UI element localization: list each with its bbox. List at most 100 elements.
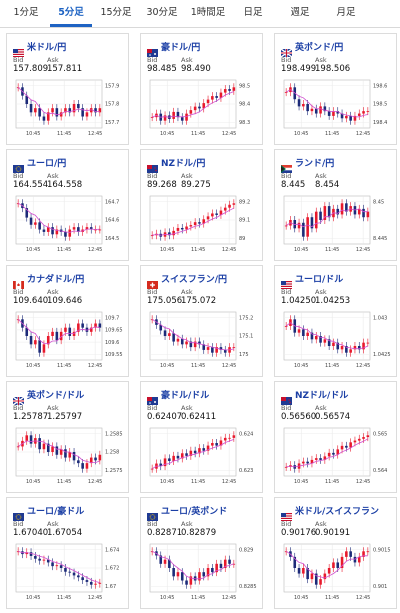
currency-pair-link[interactable]: NZドル/ドル bbox=[295, 390, 349, 401]
plot-frame bbox=[283, 311, 371, 361]
candle-body bbox=[193, 222, 197, 226]
candle-body bbox=[59, 565, 63, 568]
currency-pair-link[interactable]: ユーロ/円 bbox=[27, 158, 67, 169]
rate-card[interactable]: 豪ドル/円 Bid Ask 98.485 98.490 10:45 11:45 12:45 98… bbox=[140, 33, 263, 145]
y-tick-label: 0.623 bbox=[239, 468, 253, 474]
candle-body bbox=[180, 227, 184, 230]
rate-card[interactable]: ユーロ/ドル Bid Ask 1.04250 1.04253 10:45 11:45 12:4… bbox=[274, 265, 397, 377]
moving-average-line bbox=[152, 91, 234, 118]
mini-candlestick-chart[interactable]: 10:45 11:45 12:45 0.624 0.623 bbox=[146, 425, 259, 491]
x-tick-label: 11:45 bbox=[57, 595, 71, 601]
mini-candlestick-chart[interactable]: 10:45 11:45 12:45 198.6 198.5 198.4 bbox=[280, 77, 393, 143]
currency-pair-link[interactable]: 英ポンド/円 bbox=[295, 42, 344, 53]
mini-candlestick-chart[interactable]: 10:45 11:45 12:45 98.5 98.4 98.3 bbox=[146, 77, 259, 143]
candle-body bbox=[193, 341, 197, 348]
moving-average-line bbox=[286, 438, 369, 468]
candle-body bbox=[159, 463, 163, 467]
ask-label: Ask bbox=[315, 172, 327, 180]
currency-pair-link[interactable]: NZドル/円 bbox=[161, 158, 206, 169]
ask-label: Ask bbox=[47, 172, 59, 180]
rate-card[interactable]: ユーロ/英ポンド Bid Ask 0.82871 0.82879 10:45 11:45 12… bbox=[140, 497, 263, 609]
y-tick-label: 1.2575 bbox=[105, 468, 123, 474]
candle-body bbox=[198, 222, 201, 224]
tab-2[interactable]: 5分足 bbox=[50, 0, 92, 27]
currency-pair-link[interactable]: ランド/円 bbox=[295, 158, 335, 169]
bid-label: Bid bbox=[147, 172, 158, 180]
candle-body bbox=[34, 222, 37, 225]
rate-card[interactable]: 豪ドル/ドル Bid Ask 0.62407 0.62411 10:45 11:45 12:4… bbox=[140, 381, 263, 493]
candle-body bbox=[306, 461, 309, 464]
currency-pair-link[interactable]: ユーロ/豪ドル bbox=[27, 506, 85, 517]
candle-body bbox=[189, 450, 193, 456]
card-header: NZドル/円 bbox=[147, 156, 206, 173]
candle-body bbox=[34, 555, 37, 559]
rate-card[interactable]: ユーロ/円 Bid Ask 164.554 164.558 10:45 11:45 12:45… bbox=[6, 149, 129, 261]
tab-3[interactable]: 15分足 bbox=[100, 7, 132, 18]
candle-body bbox=[228, 89, 231, 91]
candle-body bbox=[219, 210, 223, 215]
bid-value: 0.62407 bbox=[147, 412, 183, 422]
rate-card[interactable]: カナダドル/円 Bid Ask 109.640 109.646 10:45 11:45 12:… bbox=[6, 265, 129, 377]
ask-label: Ask bbox=[181, 404, 193, 412]
card-header: カナダドル/円 bbox=[13, 272, 85, 289]
rate-card[interactable]: ランド/円 Bid Ask 8.445 8.454 10:45 11:45 12:45 8.45… bbox=[274, 149, 397, 261]
tab-5[interactable]: 1時間足 bbox=[190, 7, 226, 18]
x-tick-label: 11:45 bbox=[57, 131, 71, 137]
x-tick-label: 12:45 bbox=[222, 247, 236, 253]
mini-candlestick-chart[interactable]: 10:45 11:45 12:45 1.674 1.672 1.67 bbox=[12, 541, 125, 607]
mini-candlestick-chart[interactable]: 10:45 11:45 12:45 0.565 0.564 bbox=[280, 425, 393, 491]
rate-card[interactable]: 米ドル/スイスフラン Bid Ask 0.90176 0.90191 10:45 11:45… bbox=[274, 497, 397, 609]
candle-body bbox=[68, 452, 72, 458]
currency-pair-link[interactable]: 豪ドル/ドル bbox=[161, 390, 210, 401]
candle-body bbox=[211, 96, 214, 100]
mini-candlestick-chart[interactable]: 10:45 11:45 12:45 0.9015 0.901 bbox=[280, 541, 393, 607]
currency-pair-link[interactable]: ユーロ/英ポンド bbox=[161, 506, 228, 517]
tab-7[interactable]: 週足 bbox=[290, 7, 310, 18]
mini-candlestick-chart[interactable]: 10:45 11:45 12:45 175.2 175.1 175 bbox=[146, 309, 259, 375]
currency-pair-link[interactable]: 米ドル/円 bbox=[27, 42, 67, 53]
candle-body bbox=[163, 115, 167, 121]
x-tick-label: 10:45 bbox=[160, 247, 174, 253]
currency-pair-link[interactable]: 英ポンド/ドル bbox=[27, 390, 85, 401]
candle-body bbox=[206, 347, 210, 350]
y-tick-label: 1.258 bbox=[105, 450, 119, 456]
rate-card[interactable]: 英ポンド/ドル Bid Ask 1.25787 1.25797 10:45 11:45 12:… bbox=[6, 381, 129, 493]
mini-candlestick-chart[interactable]: 10:45 11:45 12:45 157.9 157.8 157.7 bbox=[12, 77, 125, 143]
rate-card[interactable]: 英ポンド/円 Bid Ask 198.499 198.506 10:45 11:45 12:4… bbox=[274, 33, 397, 145]
mini-candlestick-chart[interactable]: 10:45 11:45 12:45 89.2 89.1 89 bbox=[146, 193, 259, 259]
candle-body bbox=[206, 99, 210, 104]
candle-body bbox=[357, 556, 361, 563]
candle-body bbox=[172, 568, 175, 577]
candle-body bbox=[176, 338, 180, 342]
currency-pair-link[interactable]: スイスフラン/円 bbox=[161, 274, 228, 285]
mini-candlestick-chart[interactable]: 10:45 11:45 12:45 164.7 164.6 164.5 bbox=[12, 193, 125, 259]
rate-card[interactable]: NZドル/ドル Bid Ask 0.56560 0.56574 10:45 11:45 12:… bbox=[274, 381, 397, 493]
rate-card[interactable]: 米ドル/円 Bid Ask 157.809 157.811 10:45 11:45 12:45… bbox=[6, 33, 129, 145]
tab-8[interactable]: 月足 bbox=[336, 7, 356, 18]
mini-candlestick-chart[interactable]: 10:45 11:45 12:45 8.45 8.445 bbox=[280, 193, 393, 259]
card-header: ユーロ/円 bbox=[13, 156, 67, 173]
candle-body bbox=[38, 438, 41, 450]
candle-body bbox=[85, 227, 89, 230]
currency-pair-link[interactable]: カナダドル/円 bbox=[27, 274, 85, 285]
x-tick-label: 12:45 bbox=[356, 479, 370, 485]
ask-value: 0.90191 bbox=[315, 528, 351, 538]
mini-candlestick-chart[interactable]: 10:45 11:45 12:45 0.829 0.8285 bbox=[146, 541, 259, 607]
currency-pair-link[interactable]: 豪ドル/円 bbox=[161, 42, 201, 53]
rate-card[interactable]: NZドル/円 Bid Ask 89.268 89.275 10:45 11:45 12:45 8… bbox=[140, 149, 263, 261]
mini-candlestick-chart[interactable]: 10:45 11:45 12:45 109.7 109.65 109.6 109.55 bbox=[12, 309, 125, 375]
tab-6[interactable]: 日足 bbox=[243, 7, 263, 18]
rate-card[interactable]: ユーロ/豪ドル Bid Ask 1.67040 1.67054 10:45 11:45 12:… bbox=[6, 497, 129, 609]
moving-average-line bbox=[17, 440, 100, 463]
rate-card[interactable]: スイスフラン/円 Bid Ask 175.056 175.072 10:45 11:45 12… bbox=[140, 265, 263, 377]
tab-4[interactable]: 30分足 bbox=[146, 7, 178, 18]
currency-pair-link[interactable]: 米ドル/スイスフラン bbox=[295, 506, 380, 517]
currency-pair-link[interactable]: ユーロ/ドル bbox=[295, 274, 344, 285]
candle-body bbox=[185, 341, 188, 345]
mini-candlestick-chart[interactable]: 10:45 11:45 12:45 1.043 1.0425 bbox=[280, 309, 393, 375]
tab-1[interactable]: 1分足 bbox=[13, 7, 39, 18]
x-tick-label: 12:45 bbox=[88, 363, 102, 369]
mini-candlestick-chart[interactable]: 10:45 11:45 12:45 1.2585 1.258 1.2575 bbox=[12, 425, 125, 491]
candle-body bbox=[357, 438, 361, 441]
y-tick-label: 0.8285 bbox=[239, 584, 257, 590]
